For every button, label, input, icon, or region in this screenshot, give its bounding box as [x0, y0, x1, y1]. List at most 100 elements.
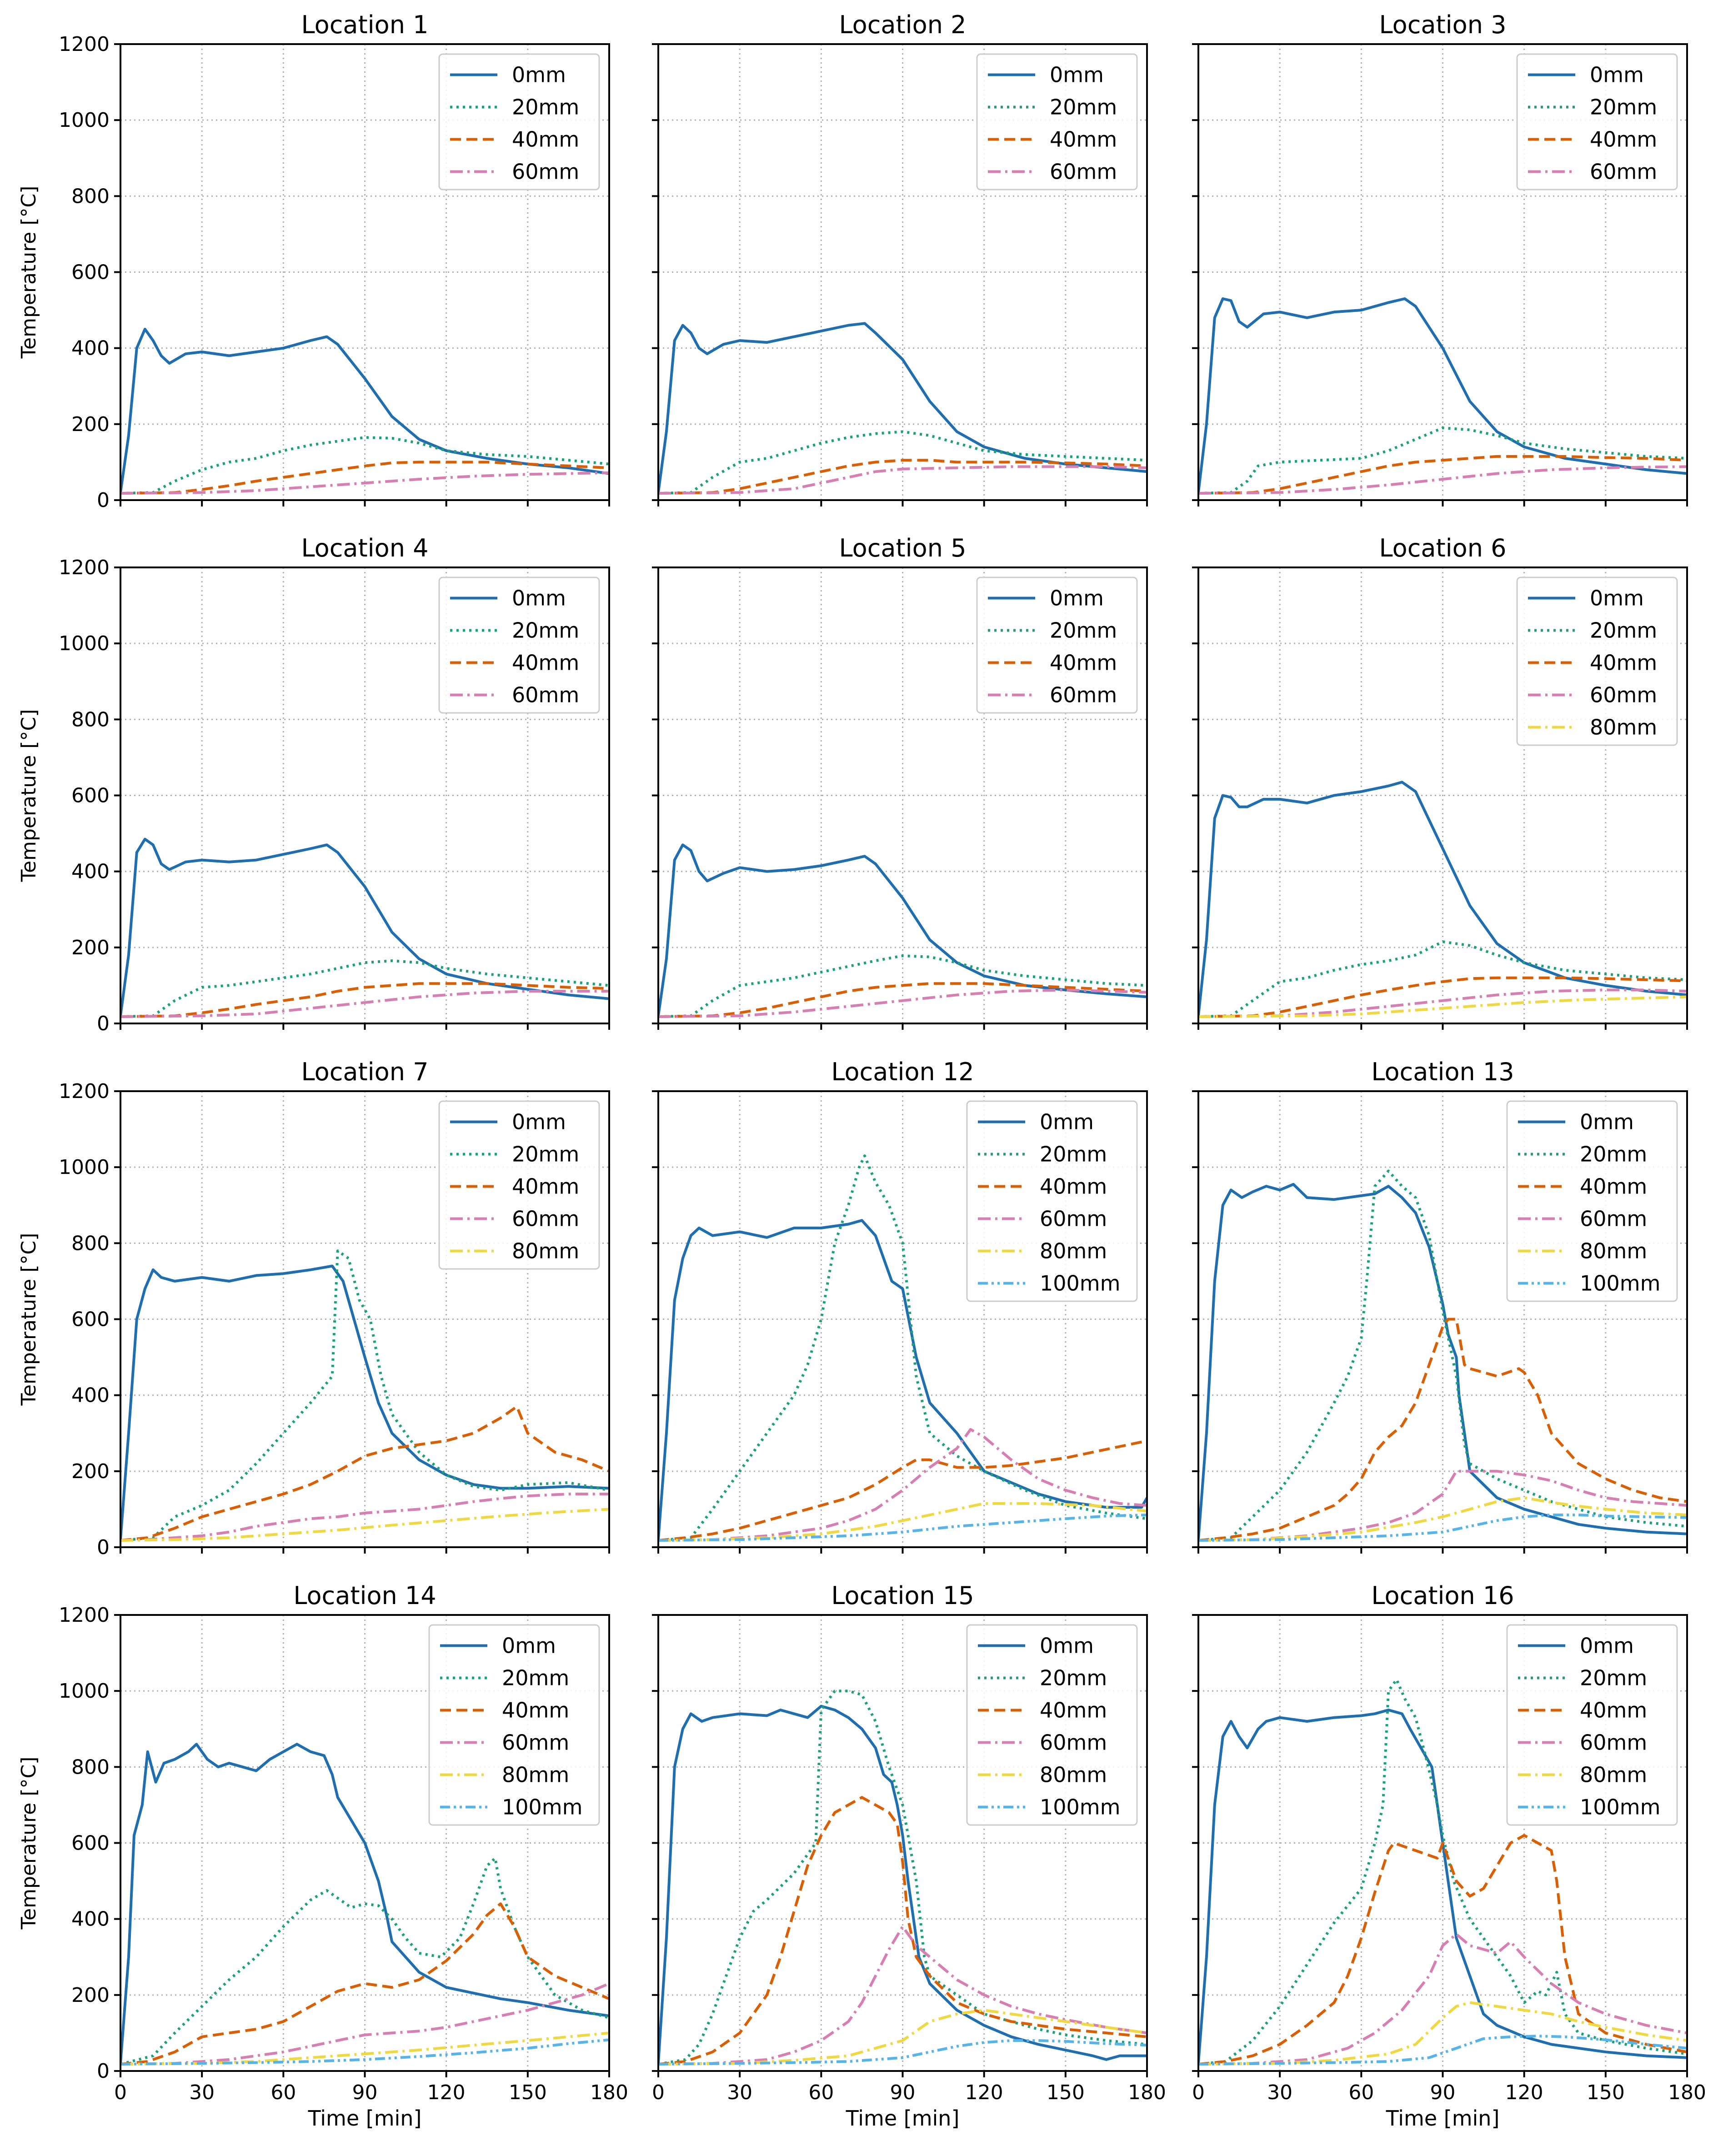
- x-tick-label: 150: [1047, 2081, 1085, 2104]
- legend-label: 0mm: [1580, 1634, 1634, 1658]
- legend-box: [438, 53, 600, 191]
- legend-label: 20mm: [1050, 618, 1117, 643]
- series-line-0mm: [658, 322, 1147, 493]
- series-line-0mm: [1198, 781, 1687, 1016]
- series-line-80mm: [658, 1502, 1147, 1542]
- legend-label: 40mm: [512, 1174, 579, 1199]
- chart-title: Location 3: [1379, 10, 1507, 39]
- chart-title: Location 15: [831, 1581, 974, 1610]
- series-line-40mm: [1198, 1834, 1687, 2066]
- series-line-60mm: [1198, 1469, 1687, 1542]
- chart-location-6: Location 6 0mm 20mm 40mm 60mm 80mm: [1192, 534, 1688, 1030]
- legend-label: 0mm: [1590, 63, 1644, 87]
- grid: [120, 567, 609, 1023]
- legend: 0mm 20mm 40mm 60mm 80mm 100mm: [966, 1100, 1138, 1302]
- grid: [120, 1091, 609, 1547]
- series-line-40mm: [1198, 1318, 1687, 1542]
- legend-label: 20mm: [502, 1666, 569, 1690]
- series-line-80mm: [1198, 2001, 1687, 2066]
- x-tick-label: 60: [1348, 2081, 1374, 2104]
- legend-label: 100mm: [1580, 1795, 1660, 1820]
- y-axis-label: Temperature [°C]: [17, 1233, 40, 1406]
- x-axis-label: Time [min]: [1386, 2106, 1500, 2131]
- chart-title: Location 13: [1371, 1058, 1514, 1086]
- legend-label: 40mm: [1580, 1698, 1647, 1723]
- y-tick-label: 1000: [59, 632, 110, 655]
- legend-label: 0mm: [512, 586, 566, 611]
- series-line-60mm: [1198, 465, 1687, 495]
- series-line-0mm: [1198, 1183, 1687, 1540]
- legend-label: 80mm: [512, 1239, 579, 1264]
- series-line-60mm: [658, 988, 1147, 1018]
- legend-label: 20mm: [1580, 1142, 1647, 1167]
- series-line-40mm: [120, 982, 609, 1018]
- chart-title: Location 2: [839, 10, 967, 39]
- series-line-0mm: [120, 837, 609, 1016]
- series-group: [658, 322, 1147, 495]
- series-line-60mm: [658, 465, 1147, 495]
- series-line-20mm: [658, 1690, 1147, 2066]
- series-line-40mm: [658, 459, 1147, 495]
- legend-box: [438, 577, 600, 714]
- series-line-0mm: [658, 1219, 1147, 1540]
- series-line-100mm: [120, 2038, 609, 2066]
- legend-label: 0mm: [1040, 1110, 1094, 1134]
- series-line-20mm: [1198, 426, 1687, 495]
- legend-label: 60mm: [1040, 1730, 1107, 1755]
- legend-label: 60mm: [512, 160, 579, 184]
- legend-label: 40mm: [502, 1698, 569, 1723]
- series-line-20mm: [120, 436, 609, 495]
- series-line-60mm: [120, 1493, 609, 1542]
- legend-label: 60mm: [1580, 1730, 1647, 1755]
- legend-label: 80mm: [1040, 1239, 1107, 1264]
- chart-location-5: Location 5 0mm 20mm 40mm 60mm: [652, 534, 1148, 1030]
- grid: [658, 1091, 1147, 1547]
- series-group: [120, 327, 609, 495]
- series-line-100mm: [1198, 2035, 1687, 2066]
- x-tick-label: 90: [352, 2081, 378, 2104]
- legend-label: 100mm: [1040, 1271, 1120, 1296]
- legend-label: 40mm: [1580, 1174, 1647, 1199]
- series-line-0mm: [1198, 297, 1687, 493]
- x-tick-label: 180: [1668, 2081, 1706, 2104]
- y-tick-label: 0: [97, 489, 110, 512]
- legend-label: 80mm: [1580, 1239, 1647, 1264]
- x-tick-label: 120: [1505, 2081, 1543, 2104]
- legend: 0mm 20mm 40mm 60mm 80mm 100mm: [428, 1624, 600, 1826]
- legend-label: 40mm: [1050, 651, 1117, 675]
- legend: 0mm 20mm 40mm 60mm 80mm: [438, 1100, 600, 1270]
- y-tick-label: 600: [71, 1308, 110, 1331]
- y-tick-label: 1200: [59, 1604, 110, 1627]
- x-tick-label: 30: [1267, 2081, 1292, 2104]
- y-tick-label: 600: [71, 784, 110, 807]
- legend-label: 40mm: [1590, 127, 1657, 152]
- legend-box: [976, 53, 1138, 191]
- legend-label: 60mm: [1590, 160, 1657, 184]
- chart-title: Location 6: [1379, 534, 1507, 562]
- legend-label: 60mm: [1050, 683, 1117, 707]
- x-tick-label: 60: [270, 2081, 296, 2104]
- y-tick-label: 1000: [59, 1156, 110, 1179]
- chart-title: Location 1: [301, 10, 429, 39]
- x-tick-label: 150: [509, 2081, 547, 2104]
- legend-label: 80mm: [1590, 715, 1657, 740]
- legend-label: 40mm: [512, 651, 579, 675]
- series-group: [120, 1249, 609, 1542]
- x-tick-label: 90: [890, 2081, 916, 2104]
- series-group: [1198, 781, 1687, 1018]
- y-tick-label: 800: [71, 1232, 110, 1255]
- series-line-20mm: [120, 1856, 609, 2066]
- legend-label: 20mm: [1050, 95, 1117, 120]
- chart-location-16: 0 30 60 90 120 150 180 Location 16 Time [min] 0mm…: [1192, 1581, 1706, 2131]
- series-group: [120, 837, 609, 1018]
- legend-label: 40mm: [1040, 1698, 1107, 1723]
- legend-label: 0mm: [1590, 586, 1644, 611]
- series-line-20mm: [1198, 940, 1687, 1018]
- series-line-20mm: [658, 1154, 1147, 1542]
- legend-label: 60mm: [512, 683, 579, 707]
- series-group: [120, 1743, 609, 2066]
- y-tick-label: 200: [71, 936, 110, 959]
- series-group: [658, 1690, 1147, 2066]
- legend: 0mm 20mm 40mm 60mm: [976, 577, 1138, 714]
- chart-title: Location 4: [301, 534, 429, 562]
